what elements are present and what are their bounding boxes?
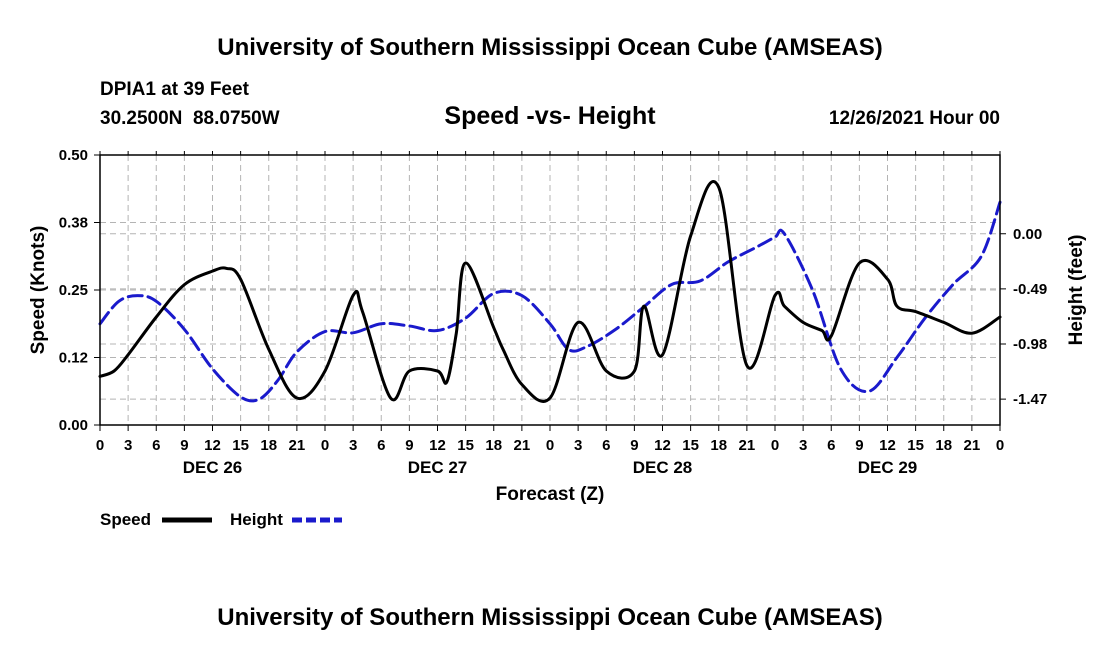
x-tick-label: 6 — [602, 437, 610, 454]
day-label: DEC 28 — [633, 458, 693, 477]
left-tick-label: 0.00 — [59, 417, 88, 434]
x-tick-label: 18 — [935, 437, 952, 454]
left-axis-title: Speed (Knots) — [28, 226, 49, 355]
legend-speed-label: Speed — [100, 510, 151, 529]
x-tick-label: 15 — [457, 437, 474, 454]
x-tick-label: 21 — [964, 437, 981, 454]
top-title: University of Southern Mississippi Ocean… — [217, 34, 882, 61]
x-tick-label: 9 — [405, 437, 413, 454]
speed-series-line — [98, 179, 1002, 403]
x-tick-label: 6 — [827, 437, 835, 454]
right-tick-label: -1.47 — [1013, 391, 1047, 408]
x-tick-label: 3 — [574, 437, 582, 454]
x-tick-label: 18 — [260, 437, 277, 454]
right-tick-label: -0.49 — [1013, 281, 1047, 298]
x-tick-label: 18 — [485, 437, 502, 454]
x-tick-label: 12 — [204, 437, 221, 454]
x-tick-label: 9 — [630, 437, 638, 454]
axes: 0 3 6 9 12 15 18 21 0 3 6 9 12 15 18 21 0 3 6 9 12 15 18 21 0 3 6 9… — [59, 147, 1047, 477]
x-tick-label: 0 — [996, 437, 1004, 454]
x-tick-label: 12 — [654, 437, 671, 454]
x-tick-label: 12 — [429, 437, 446, 454]
left-tick-label: 0.38 — [59, 215, 88, 232]
bottom-title: University of Southern Mississippi Ocean… — [217, 604, 882, 631]
legend: Speed Height — [100, 510, 342, 529]
x-tick-label: 0 — [321, 437, 329, 454]
grid — [100, 155, 1000, 425]
x-tick-label: 15 — [907, 437, 924, 454]
x-tick-label: 15 — [682, 437, 699, 454]
chart-title: Speed -vs- Height — [444, 102, 656, 130]
coords-label: 30.2500N 88.0750W — [100, 108, 280, 129]
x-tick-label: 9 — [180, 437, 188, 454]
x-tick-label: 0 — [96, 437, 104, 454]
x-tick-label: 6 — [377, 437, 385, 454]
day-label: DEC 27 — [408, 458, 468, 477]
x-tick-label: 9 — [855, 437, 863, 454]
series-layer — [98, 179, 1002, 403]
x-tick-label: 3 — [124, 437, 132, 454]
day-label: DEC 26 — [183, 458, 243, 477]
x-tick-label: 12 — [879, 437, 896, 454]
x-tick-label: 3 — [799, 437, 807, 454]
left-tick-label: 0.25 — [59, 282, 88, 299]
right-tick-label: -0.98 — [1013, 336, 1047, 353]
station-label: DPIA1 at 39 Feet — [100, 79, 250, 100]
x-tick-label: 21 — [739, 437, 756, 454]
x-tick-label: 0 — [771, 437, 779, 454]
x-tick-label: 18 — [710, 437, 727, 454]
height-series-line — [98, 200, 1002, 403]
x-axis-title: Forecast (Z) — [496, 484, 605, 505]
right-tick-label: 0.00 — [1013, 226, 1042, 243]
x-tick-label: 3 — [349, 437, 357, 454]
datetime-label: 12/26/2021 Hour 00 — [829, 108, 1000, 129]
x-tick-label: 15 — [232, 437, 249, 454]
x-tick-label: 21 — [514, 437, 531, 454]
x-tick-label: 21 — [289, 437, 306, 454]
left-tick-label: 0.50 — [59, 147, 88, 164]
x-tick-label: 6 — [152, 437, 160, 454]
legend-height-label: Height — [230, 510, 283, 529]
left-tick-label: 0.12 — [59, 350, 88, 367]
day-label: DEC 29 — [858, 458, 918, 477]
x-tick-label: 0 — [546, 437, 554, 454]
right-axis-title: Height (feet) — [1066, 235, 1087, 346]
